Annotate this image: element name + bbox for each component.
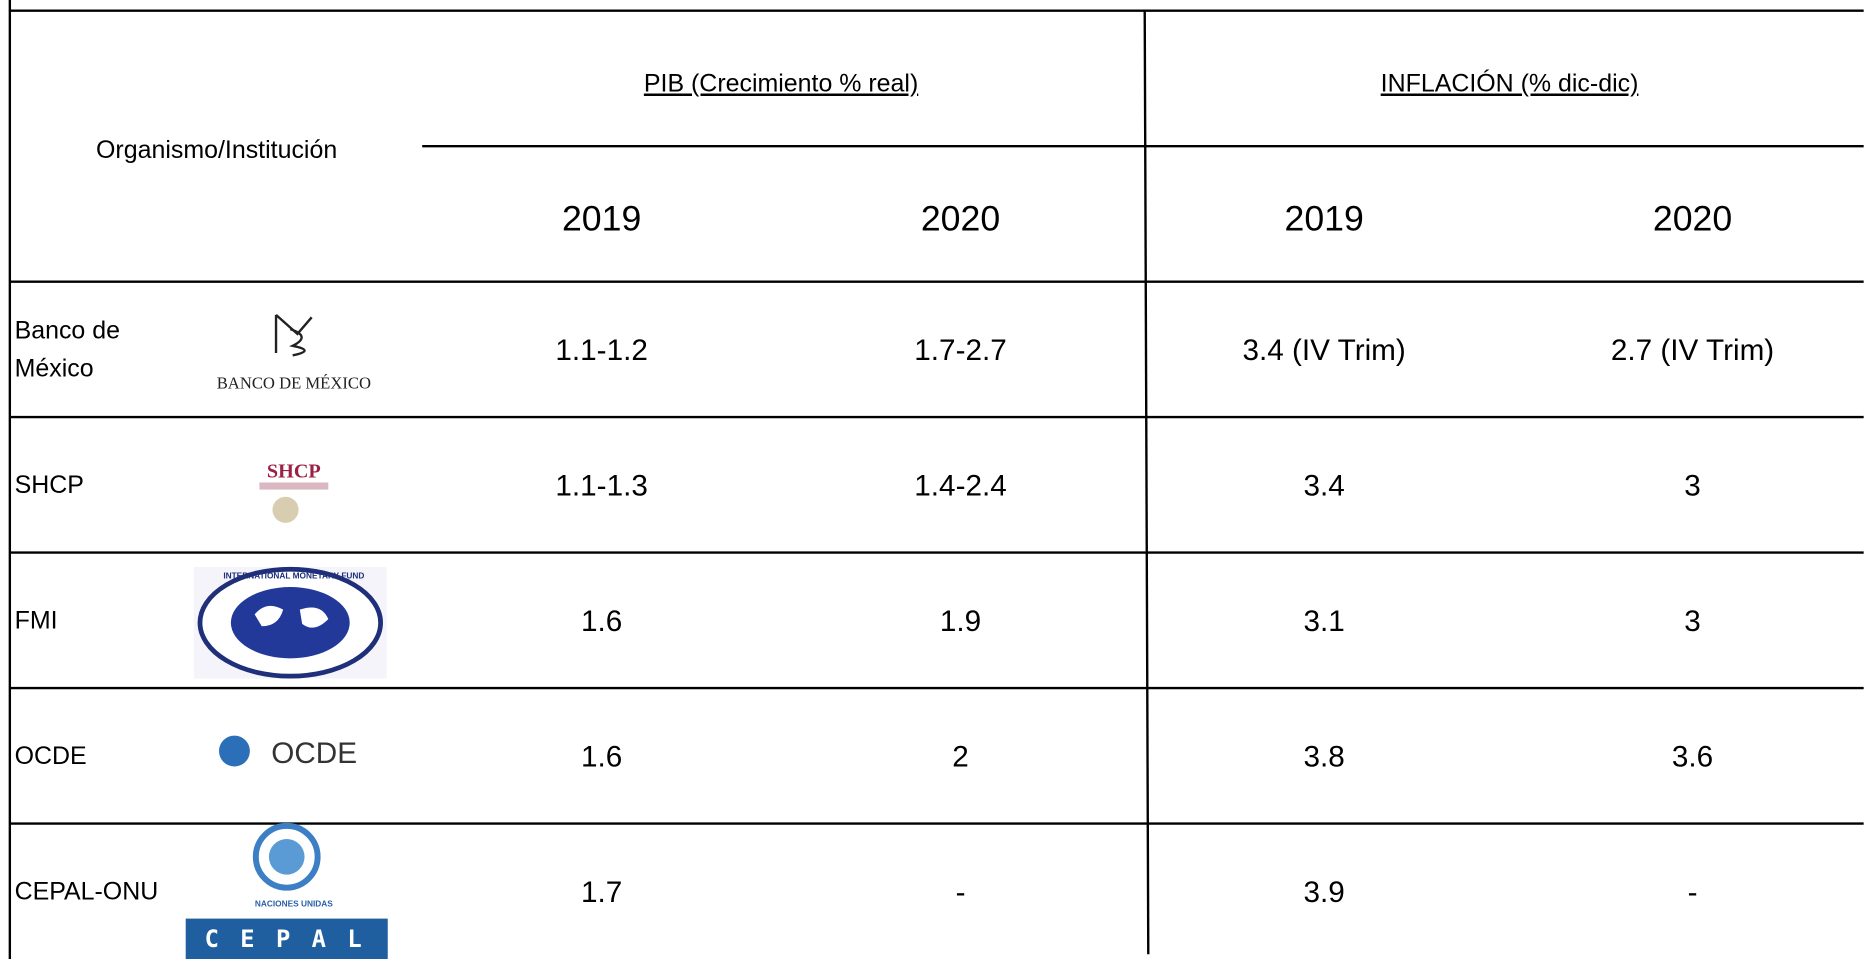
cell: 3.9 (1304, 876, 1345, 909)
cell: 3.4 (1304, 470, 1345, 503)
logo-mark (259, 482, 329, 490)
cell: 3.1 (1304, 605, 1345, 638)
cell: 3 (1684, 470, 1701, 503)
year-header: 2020 (921, 199, 1000, 239)
row-label: Banco de (15, 317, 120, 345)
row-label: SHCP (15, 471, 84, 499)
logo-subtext: NACIONES UNIDAS (255, 899, 333, 909)
cell: 1.7-2.7 (914, 334, 1006, 367)
group-header: PIB (Crecimiento % real) (644, 70, 918, 98)
logo-mark (268, 838, 305, 875)
cell: 3.6 (1672, 740, 1713, 773)
logo-text: BANCO DE MÉXICO (217, 374, 371, 393)
year-header: 2020 (1653, 199, 1732, 239)
cell: 2 (952, 740, 969, 773)
cell: 1.1-1.3 (555, 470, 647, 503)
logo-bg (185, 918, 388, 959)
cell: - (956, 876, 966, 909)
row-label: México (15, 355, 94, 383)
logo-mark (254, 605, 329, 628)
cell: 1.1-1.2 (555, 334, 647, 367)
logo-text: SHCP (267, 461, 321, 483)
cell: 1.6 (581, 605, 622, 638)
cell: 1.7 (581, 876, 622, 909)
border (1143, 10, 1150, 955)
year-header: 2019 (562, 199, 641, 239)
logo-text: OCDE (271, 737, 357, 770)
cell: 2.7 (IV Trim) (1611, 334, 1774, 367)
cell: - (1688, 876, 1698, 909)
logo-text: CEPAL (205, 925, 383, 953)
logo-mark (274, 314, 313, 357)
group-header: INFLACIÓN (% dic-dic) (1381, 69, 1639, 98)
cell: 3.4 (IV Trim) (1243, 334, 1406, 367)
cell: 1.4-2.4 (914, 470, 1006, 503)
year-header: 2019 (1285, 199, 1364, 239)
cell: 3 (1684, 605, 1701, 638)
logo-mark (272, 496, 299, 523)
cell: 3.8 (1304, 740, 1345, 773)
row-label: FMI (15, 607, 58, 635)
cell: 1.9 (940, 605, 981, 638)
logo-text: INTERNATIONAL MONETARY FUND (223, 571, 364, 581)
row-label: OCDE (15, 742, 87, 770)
cell: 1.6 (581, 740, 622, 773)
logo-mark (230, 587, 350, 659)
logo-mark (218, 735, 250, 767)
column-label: Organismo/Institución (96, 136, 337, 164)
row-label: CEPAL-ONU (15, 878, 159, 906)
